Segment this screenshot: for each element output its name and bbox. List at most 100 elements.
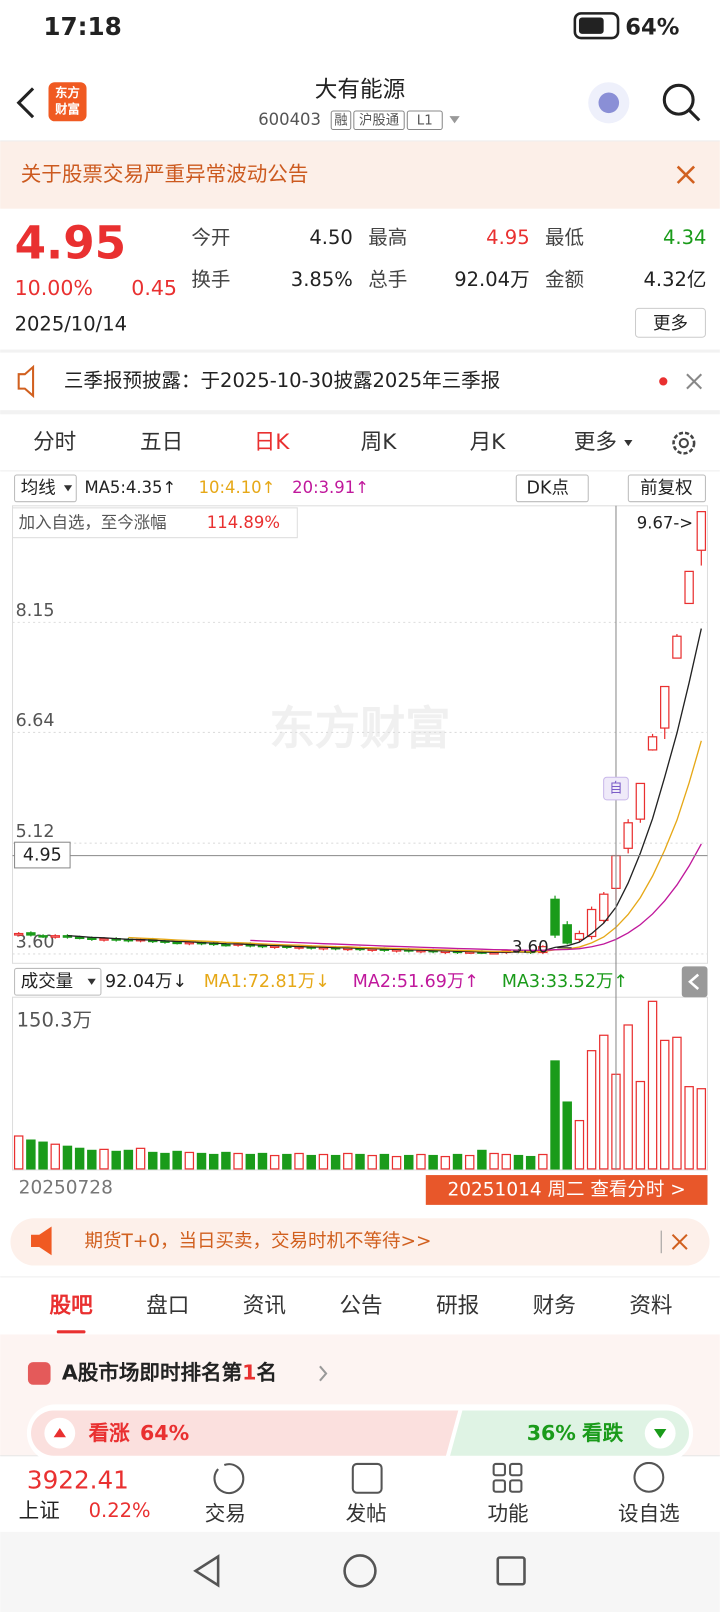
adjust-button[interactable]: 前复权 <box>640 478 692 498</box>
field-value: 4.95 <box>486 226 529 249</box>
volume-max-label: 150.3万 <box>17 1008 92 1031</box>
volume-bar <box>440 1155 451 1170</box>
notice-bg <box>0 140 720 209</box>
down-icon-arrow <box>654 1429 667 1439</box>
notice-text[interactable]: 关于股票交易严重异常波动公告 <box>21 162 309 186</box>
ranking-icon <box>27 1362 51 1385</box>
notice-close[interactable] <box>676 165 696 184</box>
candle-body <box>586 908 597 938</box>
volume-bar <box>635 1080 646 1170</box>
volume-frame <box>12 996 708 1171</box>
period-tab[interactable]: 更多 <box>574 430 617 455</box>
view-intraday-button[interactable] <box>425 1175 708 1205</box>
period-tab[interactable]: 月K <box>470 430 507 455</box>
nav-item[interactable]: 功能 <box>487 1501 528 1525</box>
app-logo <box>48 82 87 122</box>
volume-bar <box>404 1154 414 1170</box>
volume-bar <box>50 1143 60 1170</box>
nav-home[interactable] <box>343 1554 377 1588</box>
volume-bar <box>38 1141 48 1170</box>
period-tab[interactable]: 日K <box>254 430 291 455</box>
section-tab[interactable]: 股吧 <box>50 1294 94 1319</box>
index-value: 3922.41 <box>27 1465 129 1494</box>
back-button[interactable] <box>16 87 35 119</box>
avatar-face <box>598 92 620 114</box>
ad-text[interactable]: 期货T+0，当日买卖，交易时机不等待>> <box>84 1231 431 1252</box>
tab-underline <box>56 1330 86 1334</box>
volume-bar <box>428 1154 438 1170</box>
divider <box>0 410 720 415</box>
nav-recent[interactable] <box>496 1556 526 1586</box>
nav-item[interactable]: 设自选 <box>618 1501 680 1525</box>
volume-bar <box>599 1034 609 1170</box>
volume-label-box[interactable] <box>14 967 102 996</box>
section-tab[interactable]: 盘口 <box>146 1294 189 1319</box>
ma-type-box[interactable] <box>14 474 77 503</box>
nav-item[interactable]: 交易 <box>205 1501 246 1525</box>
section-tab[interactable]: 研报 <box>436 1294 479 1319</box>
current-price: 4.95 <box>15 217 127 270</box>
candle-body <box>684 570 694 605</box>
candle-body <box>26 932 36 936</box>
chart-frame <box>12 505 708 964</box>
volume-bar <box>574 1119 585 1170</box>
section-tab[interactable]: 公告 <box>339 1294 382 1319</box>
ma20-line <box>250 843 702 952</box>
volume-bar <box>525 1155 536 1170</box>
more-button[interactable]: 更多 <box>653 314 688 334</box>
nav-back[interactable] <box>193 1554 220 1588</box>
index-change: 0.22% <box>89 1499 151 1522</box>
volume-label-arrow <box>87 978 96 985</box>
y-tick-label: 6.64 <box>16 711 55 731</box>
volume-bar <box>13 1135 24 1170</box>
volume-bar <box>294 1152 304 1170</box>
field-value: 4.50 <box>309 226 352 249</box>
up-percent: 64% <box>140 1421 189 1445</box>
volume-bar <box>221 1151 231 1170</box>
field-label: 今开 <box>191 226 230 249</box>
logo-text: 东方 <box>55 85 80 100</box>
volume-bar <box>367 1154 377 1170</box>
quote-date: 2025/10/14 <box>15 312 127 335</box>
volume-label: 成交量 <box>21 972 73 992</box>
period-tab[interactable]: 分时 <box>33 430 76 455</box>
candle-body <box>660 685 670 729</box>
report-notice[interactable]: 三季报预披露：于2025-10-30披露2025年三季报 <box>64 369 500 392</box>
section-tab[interactable]: 资料 <box>629 1294 672 1319</box>
period-tab[interactable]: 五日 <box>140 430 183 455</box>
settings-button[interactable] <box>672 431 696 455</box>
volume-bar <box>208 1153 219 1170</box>
search-button[interactable] <box>662 83 695 116</box>
volume-bar <box>416 1153 426 1170</box>
dk-box[interactable] <box>515 474 589 503</box>
report-close[interactable] <box>686 373 703 390</box>
volume-bar <box>343 1152 353 1170</box>
dk-button[interactable]: DK点 <box>527 478 569 498</box>
volume-bar <box>672 1036 682 1170</box>
volume-bar <box>196 1152 207 1170</box>
field-value: 92.04万 <box>454 268 529 291</box>
down-percent: 36% <box>527 1421 576 1445</box>
section-tab[interactable]: 资讯 <box>243 1294 286 1319</box>
nav-item[interactable]: 发帖 <box>346 1501 387 1525</box>
tag-box <box>353 110 405 131</box>
volume-bar <box>135 1147 146 1170</box>
adjust-box[interactable] <box>627 474 706 503</box>
system-nav-bg <box>0 1531 720 1612</box>
collapse-button[interactable] <box>681 966 708 998</box>
selected-date[interactable]: 20251014 周二 查看分时 > <box>447 1179 685 1200</box>
ranking-prefix[interactable]: A股市场即时排名第 <box>62 1360 242 1384</box>
candle-body <box>38 935 48 938</box>
dropdown-arrow[interactable] <box>449 116 460 124</box>
ad-close[interactable] <box>671 1233 688 1250</box>
period-tab[interactable]: 周K <box>361 430 398 455</box>
ad-banner[interactable] <box>10 1218 710 1266</box>
candle-body <box>550 898 560 936</box>
volume-bar <box>489 1152 499 1170</box>
section-tab[interactable]: 财务 <box>533 1294 576 1319</box>
badge-box <box>603 776 629 801</box>
ranking-suffix: 名 <box>256 1360 277 1384</box>
more-button-box[interactable] <box>635 307 706 338</box>
volume-bar <box>391 1155 402 1170</box>
